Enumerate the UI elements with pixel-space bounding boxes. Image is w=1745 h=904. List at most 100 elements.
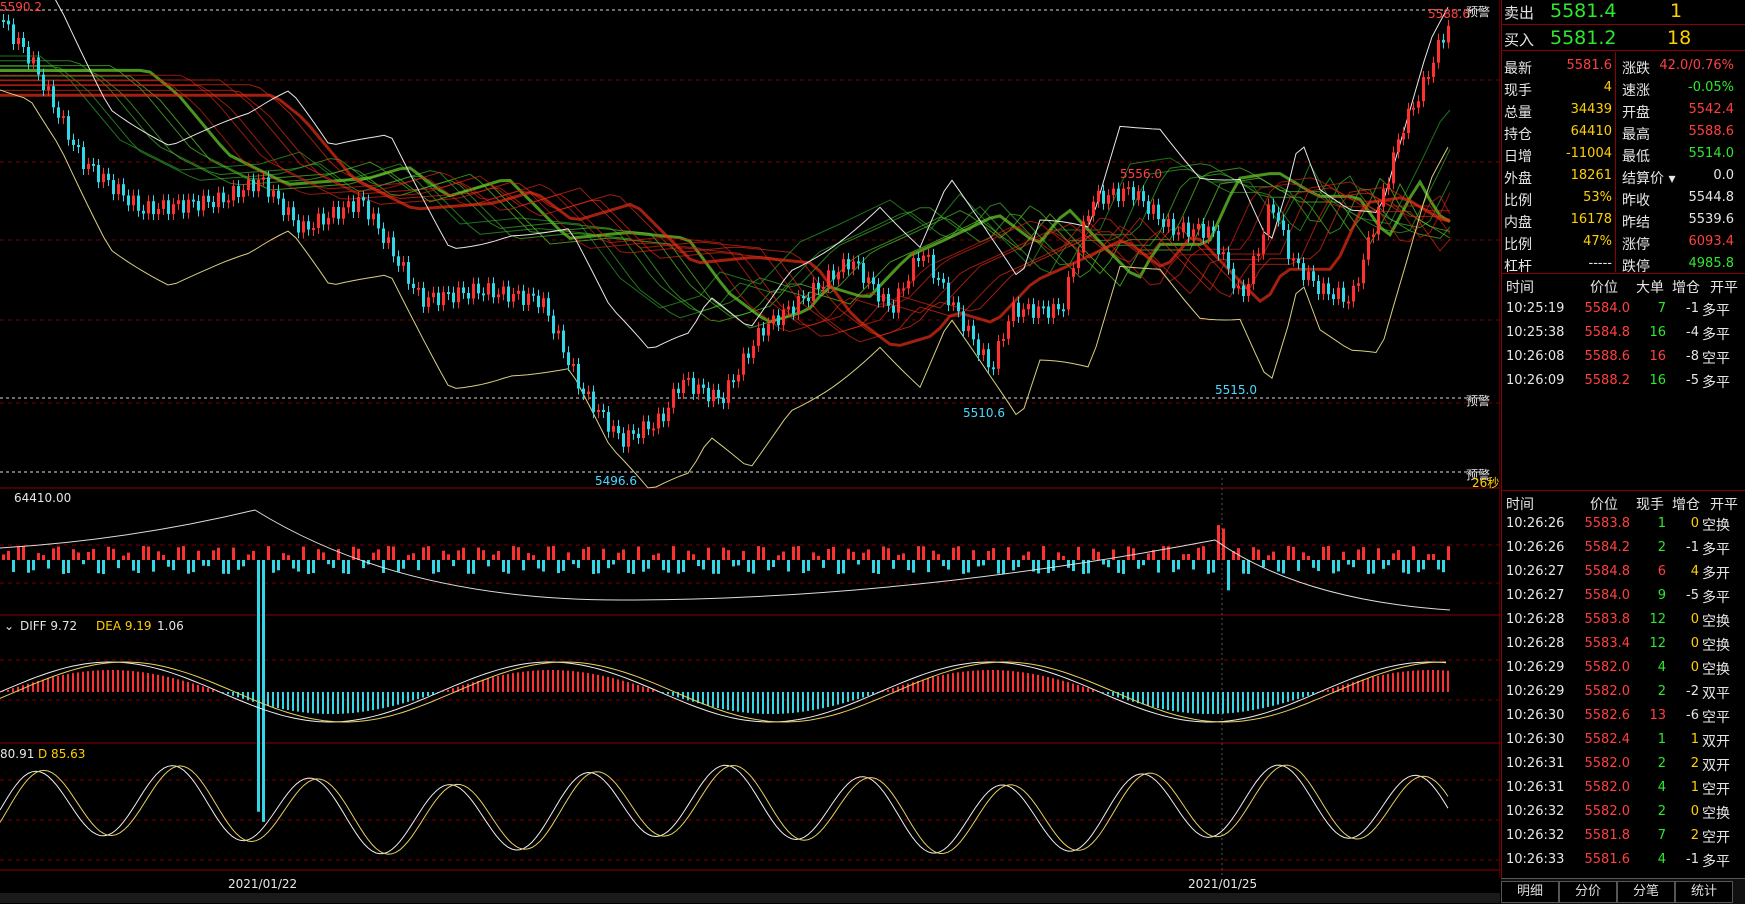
volume-bar	[1297, 560, 1300, 571]
tab-detail[interactable]: 明细	[1501, 881, 1559, 903]
volume-bar	[1327, 546, 1330, 560]
volume-bar	[1202, 546, 1205, 560]
candle-body	[22, 37, 25, 47]
candle-body	[972, 325, 975, 340]
macd-histogram-bar	[1027, 673, 1029, 692]
macd-histogram-bar	[42, 679, 44, 692]
tab-price-distribution[interactable]: 分价	[1559, 881, 1617, 903]
chevron-down-icon[interactable]: ▾	[1664, 171, 1676, 187]
table-row[interactable]: 10:26:08 5588.6 16 -8 空平	[1502, 346, 1745, 370]
chart-area[interactable]: 5590.2 5588.6 5556.0 5496.6 5510.6 5515.…	[0, 0, 1500, 891]
macd-histogram-bar	[582, 672, 584, 692]
volume-bar	[1047, 560, 1050, 574]
row-qty: 4	[1657, 852, 1666, 867]
candle-body	[1342, 287, 1345, 302]
table-row[interactable]: 10:26:09 5588.2 16 -5 多平	[1502, 370, 1745, 394]
volume-bar	[657, 553, 660, 560]
volume-bar	[307, 560, 310, 574]
table-row[interactable]: 10:26:26 5583.8 1 0 空换	[1502, 513, 1745, 537]
macd-histogram-bar	[777, 692, 779, 714]
volume-bar	[457, 550, 460, 560]
candlestick-chart[interactable]	[0, 0, 1500, 878]
table-row[interactable]: 10:26:31 5582.0 2 2 双开	[1502, 753, 1745, 777]
alert-label-bottom[interactable]: 预警	[1466, 468, 1491, 482]
table-row[interactable]: 10:26:32 5582.0 2 0 空换	[1502, 801, 1745, 825]
volume-bar	[1442, 560, 1445, 573]
table-row[interactable]: 10:26:32 5581.8 7 2 空开	[1502, 825, 1745, 849]
table-row[interactable]: 10:26:27 5584.0 9 -5 多平	[1502, 585, 1745, 609]
volume-bar	[232, 547, 235, 560]
volume-bar	[952, 547, 955, 560]
volume-bar	[887, 548, 890, 560]
candle-body	[1222, 252, 1225, 255]
table-row[interactable]: 10:26:31 5582.0 4 1 空开	[1502, 777, 1745, 801]
volume-bar	[892, 560, 895, 569]
alert-label-upper[interactable]: 预警	[1466, 5, 1491, 19]
macd-histogram-bar	[1152, 692, 1154, 707]
quote-row-value: 5544.8	[1688, 190, 1735, 205]
volume-bar	[867, 549, 870, 560]
volume-bar	[242, 560, 245, 567]
row-type: 空换	[1702, 518, 1730, 534]
macd-histogram-bar	[642, 686, 644, 692]
table-row[interactable]: 10:26:33 5581.6 4 -1 多平	[1502, 849, 1745, 873]
candle-body	[507, 286, 510, 302]
table-row[interactable]: 10:26:30 5582.4 1 1 双开	[1502, 729, 1745, 753]
candle-body	[752, 345, 755, 358]
candle-body	[262, 177, 265, 180]
chevron-down-icon[interactable]: ⌄	[4, 619, 15, 633]
sell-row[interactable]: 卖出 5581.4 1	[1502, 0, 1745, 25]
table-row[interactable]: 10:26:29 5582.0 2 -2 双平	[1502, 681, 1745, 705]
candle-body	[227, 200, 230, 203]
row-time: 10:26:26	[1506, 516, 1565, 531]
candle-body	[47, 86, 50, 91]
table-row[interactable]: 10:26:28 5583.8 12 0 空换	[1502, 609, 1745, 633]
volume-bar	[757, 546, 760, 560]
detail-tabs: 明细 分价 分笔 统计	[1501, 878, 1745, 904]
candle-body	[82, 147, 85, 170]
volume-bar	[817, 555, 820, 560]
macd-histogram-bar	[747, 692, 749, 713]
table-header: 时间 价位 大单 增仓 开平	[1502, 275, 1745, 296]
volume-bar	[117, 560, 120, 569]
macd-histogram-bar	[987, 670, 989, 692]
volume-bar	[1167, 546, 1170, 560]
volume-bar	[437, 560, 440, 573]
volume-bar	[1232, 551, 1235, 560]
table-row[interactable]: 10:26:27 5584.8 6 4 多开	[1502, 561, 1745, 585]
buy-row[interactable]: 买入 5581.2 18	[1502, 26, 1745, 51]
table-row[interactable]: 10:26:30 5582.6 13 -6 空平	[1502, 705, 1745, 729]
candle-body	[1092, 201, 1095, 216]
volume-bar	[602, 548, 605, 560]
macd-histogram-bar	[992, 670, 994, 692]
volume-bar	[677, 560, 680, 574]
row-delta: 1	[1690, 732, 1699, 747]
row-type: 空平	[1702, 710, 1730, 726]
candle-body	[517, 290, 520, 294]
row-time: 10:25:19	[1506, 301, 1565, 316]
tab-tick[interactable]: 分笔	[1617, 881, 1675, 903]
candle-body	[132, 195, 135, 206]
row-type: 空换	[1702, 638, 1730, 654]
table-row[interactable]: 10:26:29 5582.0 4 0 空换	[1502, 657, 1745, 681]
candle-body	[342, 207, 345, 219]
row-delta: 1	[1690, 780, 1699, 795]
candle-body	[77, 144, 80, 148]
volume-bar	[1337, 560, 1340, 572]
table-row[interactable]: 10:26:26 5584.2 2 -1 多平	[1502, 537, 1745, 561]
table-row[interactable]: 10:25:19 5584.0 7 -1 多平	[1502, 298, 1745, 322]
volume-bar	[102, 560, 105, 574]
volume-bar	[567, 552, 570, 560]
tab-statistics[interactable]: 统计	[1675, 881, 1733, 903]
table-row[interactable]: 10:26:28 5583.4 12 0 空换	[1502, 633, 1745, 657]
table-row[interactable]: 10:25:38 5584.8 16 -4 多平	[1502, 322, 1745, 346]
volume-bar	[562, 560, 565, 571]
row-qty: 4	[1657, 660, 1666, 675]
volume-bar	[897, 554, 900, 560]
macd-histogram-bar	[67, 674, 69, 692]
alert-label-lower[interactable]: 预警	[1466, 394, 1491, 408]
volume-bar	[812, 552, 815, 560]
candle-body	[217, 192, 220, 208]
bottom-toolbar[interactable]	[0, 893, 1500, 903]
moving-average-line	[0, 79, 1451, 333]
